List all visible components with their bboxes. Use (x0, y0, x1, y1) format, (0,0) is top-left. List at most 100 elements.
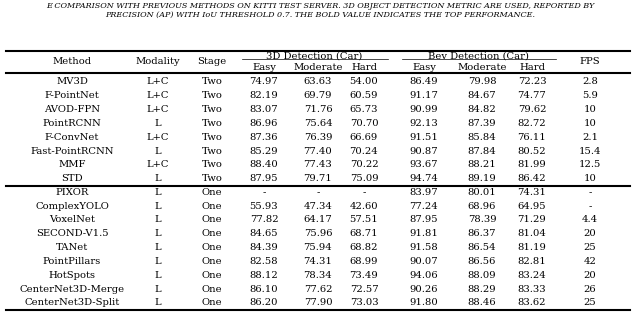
Text: 94.06: 94.06 (410, 271, 438, 280)
Text: 74.31: 74.31 (303, 257, 332, 266)
Text: 87.95: 87.95 (250, 174, 278, 183)
Text: Bev Detection (Car): Bev Detection (Car) (428, 51, 529, 60)
Text: Stage: Stage (197, 56, 227, 65)
Text: 70.22: 70.22 (349, 160, 378, 169)
Text: L: L (155, 284, 161, 293)
Text: 63.63: 63.63 (304, 77, 332, 86)
Text: Two: Two (202, 146, 223, 155)
Text: 88.09: 88.09 (468, 271, 496, 280)
Text: L+C: L+C (147, 91, 169, 100)
Text: 68.96: 68.96 (468, 202, 496, 211)
Text: 74.97: 74.97 (250, 77, 278, 86)
Text: Easy: Easy (252, 63, 276, 72)
Text: 80.52: 80.52 (518, 146, 547, 155)
Text: 82.72: 82.72 (518, 119, 547, 128)
Text: 86.96: 86.96 (250, 119, 278, 128)
Text: Modality: Modality (136, 56, 180, 65)
Text: 68.71: 68.71 (349, 229, 378, 238)
Text: Moderate: Moderate (457, 63, 507, 72)
Text: 55.93: 55.93 (250, 202, 278, 211)
Text: 87.95: 87.95 (410, 215, 438, 224)
Text: L: L (155, 243, 161, 252)
Text: 86.10: 86.10 (250, 284, 278, 293)
Text: 78.34: 78.34 (303, 271, 332, 280)
Text: -: - (588, 188, 592, 197)
Text: 73.03: 73.03 (349, 298, 378, 307)
Text: 91.51: 91.51 (410, 133, 438, 142)
Text: 70.24: 70.24 (349, 146, 378, 155)
Text: F-PointNet: F-PointNet (45, 91, 99, 100)
Text: 60.59: 60.59 (349, 91, 378, 100)
Text: PointPillars: PointPillars (43, 257, 101, 266)
Text: TANet: TANet (56, 243, 88, 252)
Text: 77.90: 77.90 (304, 298, 332, 307)
Text: 75.96: 75.96 (304, 229, 332, 238)
Text: One: One (202, 257, 222, 266)
Text: 81.99: 81.99 (518, 160, 547, 169)
Text: L: L (155, 298, 161, 307)
Text: 4.4: 4.4 (582, 215, 598, 224)
Text: L: L (155, 146, 161, 155)
Text: -: - (316, 188, 320, 197)
Text: 81.19: 81.19 (518, 243, 547, 252)
Text: Two: Two (202, 160, 223, 169)
Text: 3D Detection (Car): 3D Detection (Car) (266, 51, 362, 60)
Text: L: L (155, 229, 161, 238)
Text: 75.94: 75.94 (303, 243, 332, 252)
Text: PRECISION (AP) WITH IoU THRESHOLD 0.7. THE BOLD VALUE INDICATES THE TOP PERFORMA: PRECISION (AP) WITH IoU THRESHOLD 0.7. T… (105, 11, 535, 19)
Text: 86.54: 86.54 (468, 243, 496, 252)
Text: Two: Two (202, 77, 223, 86)
Text: 90.87: 90.87 (410, 146, 438, 155)
Text: 73.49: 73.49 (349, 271, 378, 280)
Text: 87.84: 87.84 (468, 146, 497, 155)
Text: 89.19: 89.19 (468, 174, 497, 183)
Text: ComplexYOLO: ComplexYOLO (35, 202, 109, 211)
Text: 82.58: 82.58 (250, 257, 278, 266)
Text: 83.33: 83.33 (518, 284, 547, 293)
Text: -: - (588, 202, 592, 211)
Text: 26: 26 (584, 284, 596, 293)
Text: MV3D: MV3D (56, 77, 88, 86)
Text: 69.79: 69.79 (304, 91, 332, 100)
Text: Hard: Hard (351, 63, 377, 72)
Text: 91.80: 91.80 (410, 298, 438, 307)
Text: 77.62: 77.62 (304, 284, 332, 293)
Text: 86.42: 86.42 (518, 174, 547, 183)
Text: 86.56: 86.56 (468, 257, 496, 266)
Text: 94.74: 94.74 (410, 174, 438, 183)
Text: 66.69: 66.69 (350, 133, 378, 142)
Text: 25: 25 (584, 243, 596, 252)
Text: 84.82: 84.82 (468, 105, 497, 114)
Text: 87.36: 87.36 (250, 133, 278, 142)
Text: 72.57: 72.57 (349, 284, 378, 293)
Text: SECOND-V1.5: SECOND-V1.5 (36, 229, 108, 238)
Text: 82.81: 82.81 (518, 257, 547, 266)
Text: 76.39: 76.39 (304, 133, 332, 142)
Text: 83.62: 83.62 (518, 298, 547, 307)
Text: 2.1: 2.1 (582, 133, 598, 142)
Text: PointRCNN: PointRCNN (43, 119, 101, 128)
Text: One: One (202, 298, 222, 307)
Text: FPS: FPS (580, 56, 600, 65)
Text: One: One (202, 243, 222, 252)
Text: 90.26: 90.26 (410, 284, 438, 293)
Text: 5.9: 5.9 (582, 91, 598, 100)
Text: 81.04: 81.04 (518, 229, 547, 238)
Text: One: One (202, 271, 222, 280)
Text: Two: Two (202, 105, 223, 114)
Text: 86.20: 86.20 (250, 298, 278, 307)
Text: L: L (155, 188, 161, 197)
Text: 79.71: 79.71 (303, 174, 332, 183)
Text: Hard: Hard (519, 63, 545, 72)
Text: 88.29: 88.29 (468, 284, 496, 293)
Text: 80.01: 80.01 (468, 188, 497, 197)
Text: 88.21: 88.21 (468, 160, 497, 169)
Text: Moderate: Moderate (293, 63, 343, 72)
Text: One: One (202, 202, 222, 211)
Text: 77.82: 77.82 (250, 215, 278, 224)
Text: 87.39: 87.39 (468, 119, 496, 128)
Text: STD: STD (61, 174, 83, 183)
Text: 90.99: 90.99 (410, 105, 438, 114)
Text: 88.46: 88.46 (468, 298, 496, 307)
Text: 68.82: 68.82 (349, 243, 378, 252)
